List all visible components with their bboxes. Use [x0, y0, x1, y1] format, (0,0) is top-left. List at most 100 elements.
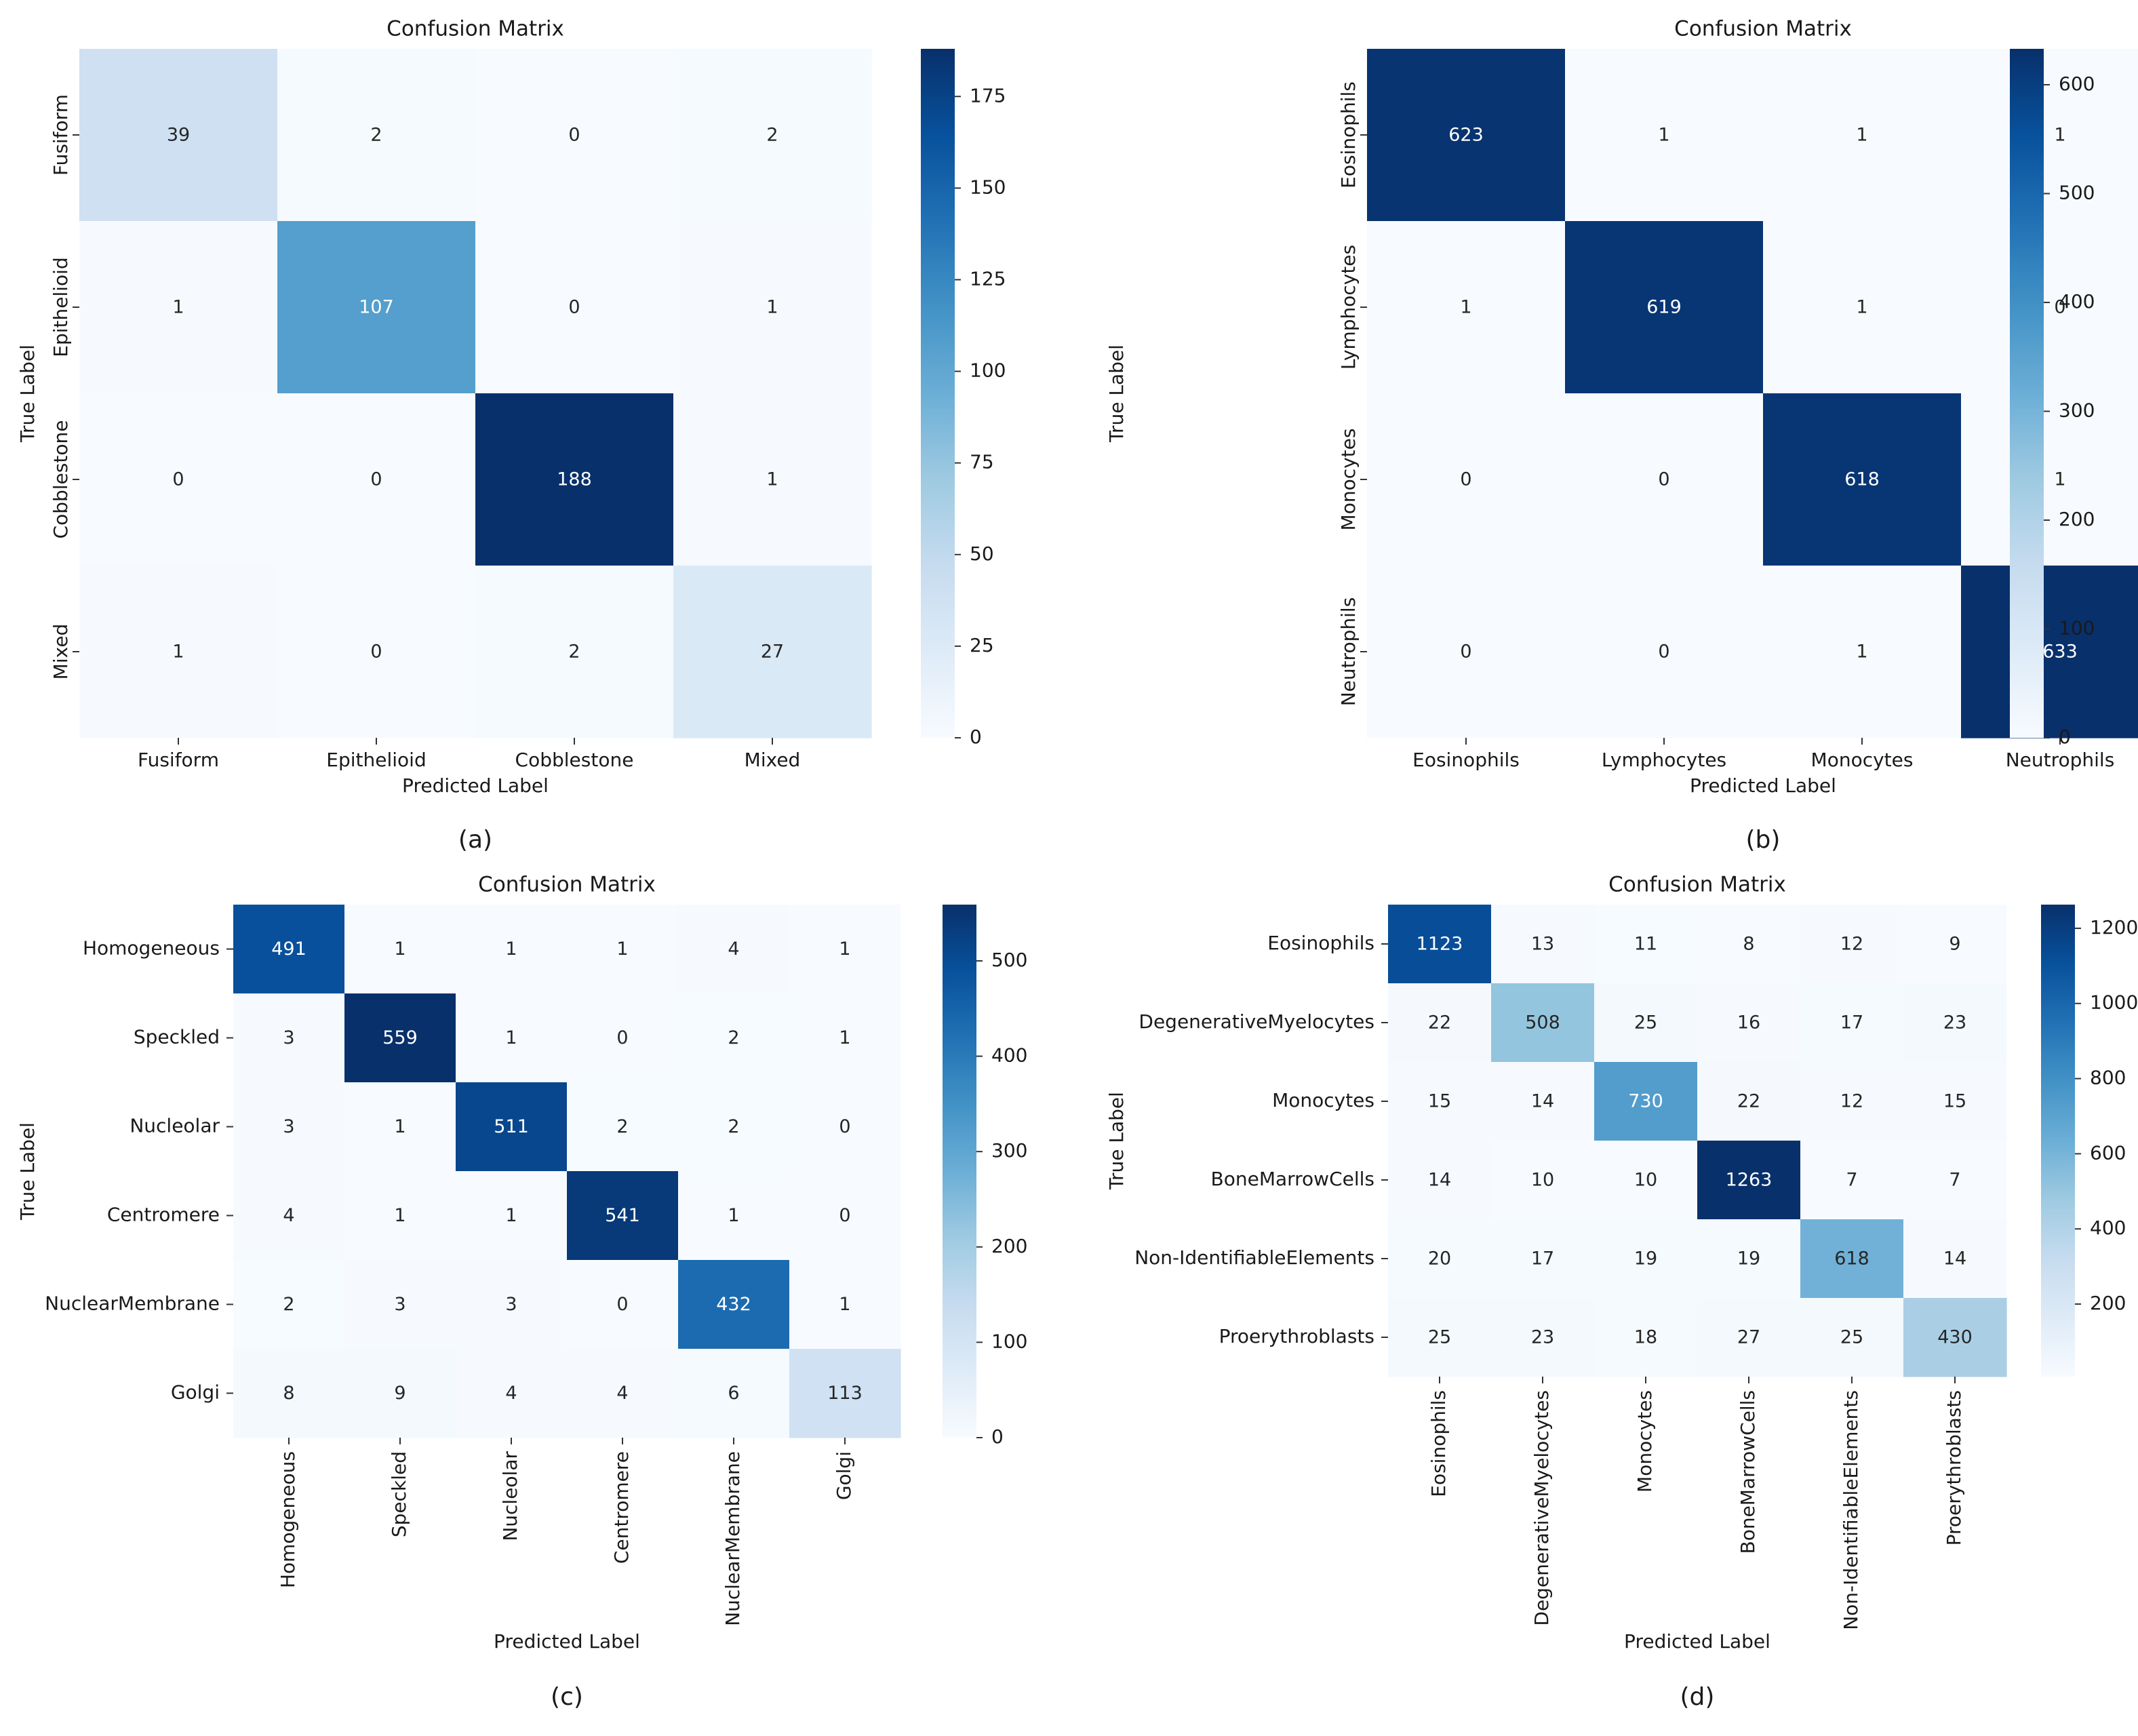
heatmap-cell-1-2 [1594, 983, 1698, 1063]
cell-value-2-0: 0 [172, 469, 184, 490]
cell-value-1-3: 0 [2054, 297, 2065, 318]
cell-value-0-1: 13 [1531, 934, 1554, 955]
heatmap-cell-1-4 [678, 993, 790, 1083]
heatmap-cell-4-2 [456, 1260, 568, 1349]
y-tick-label: Nucleolar [130, 1115, 220, 1137]
heatmap-cell-1-4 [1800, 983, 1904, 1063]
heatmap-cell-0-1 [1565, 49, 1764, 222]
cell-value-4-0: 20 [1428, 1248, 1451, 1269]
heatmap-cell-5-0 [233, 1349, 345, 1438]
heatmap-cell-0-4 [678, 905, 790, 994]
heatmap-cell-5-1 [1491, 1298, 1595, 1377]
heatmap-cell-0-3 [567, 905, 679, 994]
heatmap-cell-3-2 [475, 566, 674, 738]
heatmap-cell-2-4 [1800, 1062, 1904, 1141]
cell-value-3-4: 1 [728, 1205, 739, 1226]
cell-value-1-3: 1 [766, 297, 778, 318]
cell-value-4-4: 432 [716, 1294, 751, 1315]
cell-value-1-0: 1 [172, 297, 184, 318]
colorbar-tick-label: 300 [2059, 399, 2095, 421]
heatmap-cell-2-1 [1491, 1062, 1595, 1141]
cell-value-2-3: 1 [2054, 469, 2065, 490]
chart-title: Confusion Matrix [1608, 873, 1786, 897]
cell-value-0-1: 1 [1658, 125, 1669, 146]
cell-value-3-0: 0 [1460, 642, 1471, 663]
colorbar-tick-label: 0 [970, 726, 982, 748]
cell-value-5-4: 25 [1840, 1327, 1863, 1348]
cell-value-1-3: 0 [616, 1027, 628, 1048]
y-tick-label: NuclearMembrane [45, 1293, 220, 1315]
y-axis-label: True Label [1105, 344, 1128, 443]
y-tick-label: Golgi [171, 1381, 220, 1404]
cell-value-1-4: 2 [728, 1027, 739, 1048]
cell-value-5-2: 4 [505, 1383, 517, 1404]
heatmap-cell-4-1 [1491, 1219, 1595, 1299]
heatmap-cell-0-1 [1491, 905, 1595, 984]
cell-value-3-3: 541 [605, 1205, 640, 1226]
cell-value-1-3: 16 [1737, 1012, 1760, 1033]
x-axis-label: Predicted Label [1690, 774, 1836, 797]
cell-value-1-2: 0 [568, 297, 580, 318]
cell-value-3-3: 633 [2042, 642, 2078, 663]
heatmap-cell-0-0 [1388, 905, 1492, 984]
cell-value-2-0: 15 [1428, 1091, 1451, 1112]
y-tick-label: Speckled [134, 1026, 220, 1048]
heatmap-cell-1-2 [456, 993, 568, 1083]
y-tick-label: Eosinophils [1337, 81, 1360, 189]
cell-value-1-2: 1 [1856, 297, 1867, 318]
cell-value-2-0: 0 [1460, 469, 1471, 490]
heatmap-cell-3-4 [678, 1171, 790, 1261]
cell-value-4-0: 2 [283, 1294, 294, 1315]
colorbar-tick-label: 0 [991, 1425, 1004, 1448]
heatmap-cell-3-0 [1367, 566, 1566, 738]
cell-value-3-4: 7 [1846, 1170, 1857, 1191]
heatmap-panel-3: Confusion Matrix 1123 13 11 8 12 9 22 508 25 16 17 2… [1105, 873, 2138, 1712]
cell-value-5-3: 4 [616, 1383, 628, 1404]
cell-value-3-1: 1 [394, 1205, 405, 1226]
colorbar-tick-label: 1000 [2090, 991, 2138, 1014]
colorbar-tick-label: 25 [970, 634, 994, 656]
heatmap-cell-2-3 [673, 393, 872, 566]
cell-value-3-1: 0 [1658, 642, 1669, 663]
cell-value-0-0: 39 [167, 125, 190, 146]
colorbar-tick-label: 800 [2090, 1067, 2126, 1089]
colorbar-tick-label: 400 [991, 1044, 1027, 1067]
heatmap-cell-3-3 [1697, 1141, 1801, 1220]
heatmap-cell-2-0 [79, 393, 278, 566]
heatmap-cell-1-3 [1961, 221, 2138, 394]
colorbar-tick-label: 200 [991, 1235, 1027, 1257]
heatmap-cell-4-0 [1388, 1219, 1492, 1299]
heatmap-cell-5-3 [567, 1349, 679, 1438]
cell-value-3-2: 2 [568, 642, 580, 663]
heatmap-cell-0-0 [1367, 49, 1566, 222]
heatmap-cell-2-0 [1367, 393, 1566, 566]
colorbar-tick-label: 50 [970, 542, 994, 565]
heatmap-cell-1-3 [673, 221, 872, 394]
heatmap-cell-2-2 [1763, 393, 1962, 566]
cell-value-1-0: 1 [1460, 297, 1471, 318]
panel-label: (b) [1746, 826, 1781, 854]
cell-value-2-2: 188 [557, 469, 592, 490]
x-tick-label: DegenerativeMyelocytes [1530, 1390, 1553, 1626]
x-axis-label: Predicted Label [494, 1630, 640, 1653]
heatmap-cell-1-1 [1491, 983, 1595, 1063]
heatmap-cell-2-3 [1697, 1062, 1801, 1141]
heatmap-cell-4-0 [233, 1260, 345, 1349]
cell-value-2-2: 730 [1628, 1091, 1663, 1112]
y-axis-label: True Label [16, 344, 39, 443]
colorbar-tick-label: 200 [2090, 1292, 2126, 1314]
heatmap-cell-5-2 [1594, 1298, 1698, 1377]
colorbar-tick-label: 0 [2059, 726, 2071, 748]
y-axis-label: True Label [16, 1122, 39, 1221]
chart-title: Confusion Matrix [478, 873, 656, 897]
heatmap-cell-1-1 [277, 221, 476, 394]
cell-value-0-1: 2 [370, 125, 382, 146]
cell-value-1-5: 1 [839, 1027, 850, 1048]
y-tick-label: Epithelioid [50, 257, 72, 357]
heatmap-cell-3-1 [1565, 566, 1764, 738]
heatmap-cell-5-4 [1800, 1298, 1904, 1377]
cell-value-1-0: 22 [1428, 1012, 1451, 1033]
cell-value-5-0: 8 [283, 1383, 294, 1404]
